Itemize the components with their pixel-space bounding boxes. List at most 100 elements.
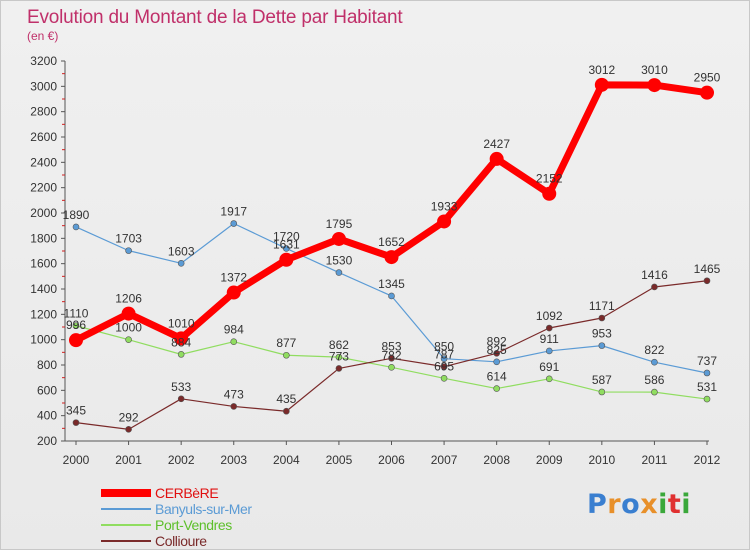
y-tick-label: 800 <box>37 358 57 372</box>
data-label: 2152 <box>536 172 563 186</box>
x-tick-label: 2005 <box>326 453 353 467</box>
data-label: 787 <box>434 348 454 362</box>
y-tick-label: 1400 <box>30 282 57 296</box>
data-label: 1703 <box>115 232 142 246</box>
data-label: 691 <box>539 360 559 374</box>
x-tick-label: 2000 <box>63 453 90 467</box>
x-tick-label: 2010 <box>588 453 615 467</box>
data-point <box>388 292 395 300</box>
data-point <box>703 277 711 285</box>
x-tick-label: 2004 <box>273 453 300 467</box>
data-label: 1465 <box>694 262 721 276</box>
data-label: 1010 <box>168 316 195 330</box>
legend-swatch <box>101 524 151 526</box>
data-point <box>121 306 136 321</box>
data-label: 862 <box>329 338 349 352</box>
y-tick-label: 3000 <box>30 79 57 93</box>
x-tick-label: 2009 <box>536 453 563 467</box>
data-point <box>598 342 606 349</box>
data-point <box>598 314 606 322</box>
data-point <box>647 78 662 93</box>
data-label: 911 <box>540 332 559 346</box>
y-tick-label: 200 <box>37 434 57 448</box>
data-point <box>594 77 609 92</box>
data-point <box>700 85 714 100</box>
data-label: 3010 <box>641 63 668 77</box>
data-label: 1416 <box>641 268 668 282</box>
data-label: 892 <box>487 334 507 348</box>
x-tick-label: 2003 <box>220 453 247 467</box>
data-label: 822 <box>644 343 664 357</box>
data-point <box>542 186 557 201</box>
data-label: 292 <box>119 410 139 424</box>
data-label: 773 <box>329 349 349 363</box>
data-label: 531 <box>697 380 717 394</box>
y-tick-label: 1800 <box>30 231 57 245</box>
legend-label: Banyuls-sur-Mer <box>155 501 252 517</box>
series-collioure <box>72 277 711 433</box>
data-point <box>72 322 80 330</box>
data-label: 1372 <box>220 271 247 285</box>
data-point <box>651 358 658 366</box>
data-point <box>174 331 189 346</box>
x-tick-label: 2001 <box>115 453 142 467</box>
proxiti-logo: Proxiti <box>587 489 691 520</box>
data-point <box>703 395 711 403</box>
y-tick-label: 2000 <box>30 206 57 220</box>
data-label: 884 <box>171 335 191 349</box>
data-point <box>283 245 290 252</box>
y-tick-label: 400 <box>37 409 57 423</box>
legend-swatch <box>101 489 151 497</box>
data-label: 1171 <box>589 299 615 313</box>
x-tick-label: 2008 <box>483 453 510 467</box>
data-point <box>331 231 346 246</box>
logo-letter: i <box>681 489 692 520</box>
data-point <box>335 353 343 361</box>
data-label: 614 <box>487 370 507 384</box>
legend-label: Port-Vendres <box>155 517 232 533</box>
logo-letter: o <box>621 489 641 520</box>
data-label: 473 <box>224 387 244 401</box>
data-label: 782 <box>381 348 401 362</box>
data-point <box>493 350 500 357</box>
data-point <box>598 388 606 396</box>
x-tick-label: 2012 <box>694 453 721 467</box>
data-point <box>388 354 395 362</box>
series-cerb-re <box>69 77 714 348</box>
data-point <box>703 369 711 377</box>
data-label: 877 <box>276 336 296 350</box>
data-point <box>545 347 553 355</box>
series-port-vendres <box>72 322 711 403</box>
data-point <box>384 250 399 265</box>
y-tick-label: 2200 <box>30 181 57 195</box>
data-point <box>177 259 185 267</box>
data-label: 1110 <box>64 307 89 321</box>
legend-label: CERBèRE <box>155 485 219 501</box>
data-label: 533 <box>171 380 191 394</box>
data-point <box>388 363 395 371</box>
data-point <box>335 365 343 372</box>
y-tick-label: 1200 <box>30 307 57 321</box>
data-point <box>230 338 238 345</box>
data-label: 1000 <box>115 321 142 335</box>
data-point <box>125 426 132 433</box>
data-label: 2950 <box>694 71 721 85</box>
data-point <box>493 385 500 392</box>
data-label: 850 <box>434 340 454 354</box>
data-label: 1631 <box>273 238 300 252</box>
data-label: 345 <box>66 404 86 418</box>
data-label: 435 <box>276 392 296 406</box>
data-label: 586 <box>644 373 664 387</box>
data-point <box>283 407 290 415</box>
y-tick-label: 1000 <box>30 333 57 347</box>
data-label: 1720 <box>273 229 300 243</box>
legend-item: Banyuls-sur-Mer <box>101 501 341 517</box>
data-label: 2427 <box>483 137 510 151</box>
data-point <box>651 283 658 291</box>
data-label: 1933 <box>431 199 458 213</box>
data-point <box>125 336 132 343</box>
data-label: 1795 <box>326 217 353 231</box>
data-label: 1206 <box>115 292 142 306</box>
